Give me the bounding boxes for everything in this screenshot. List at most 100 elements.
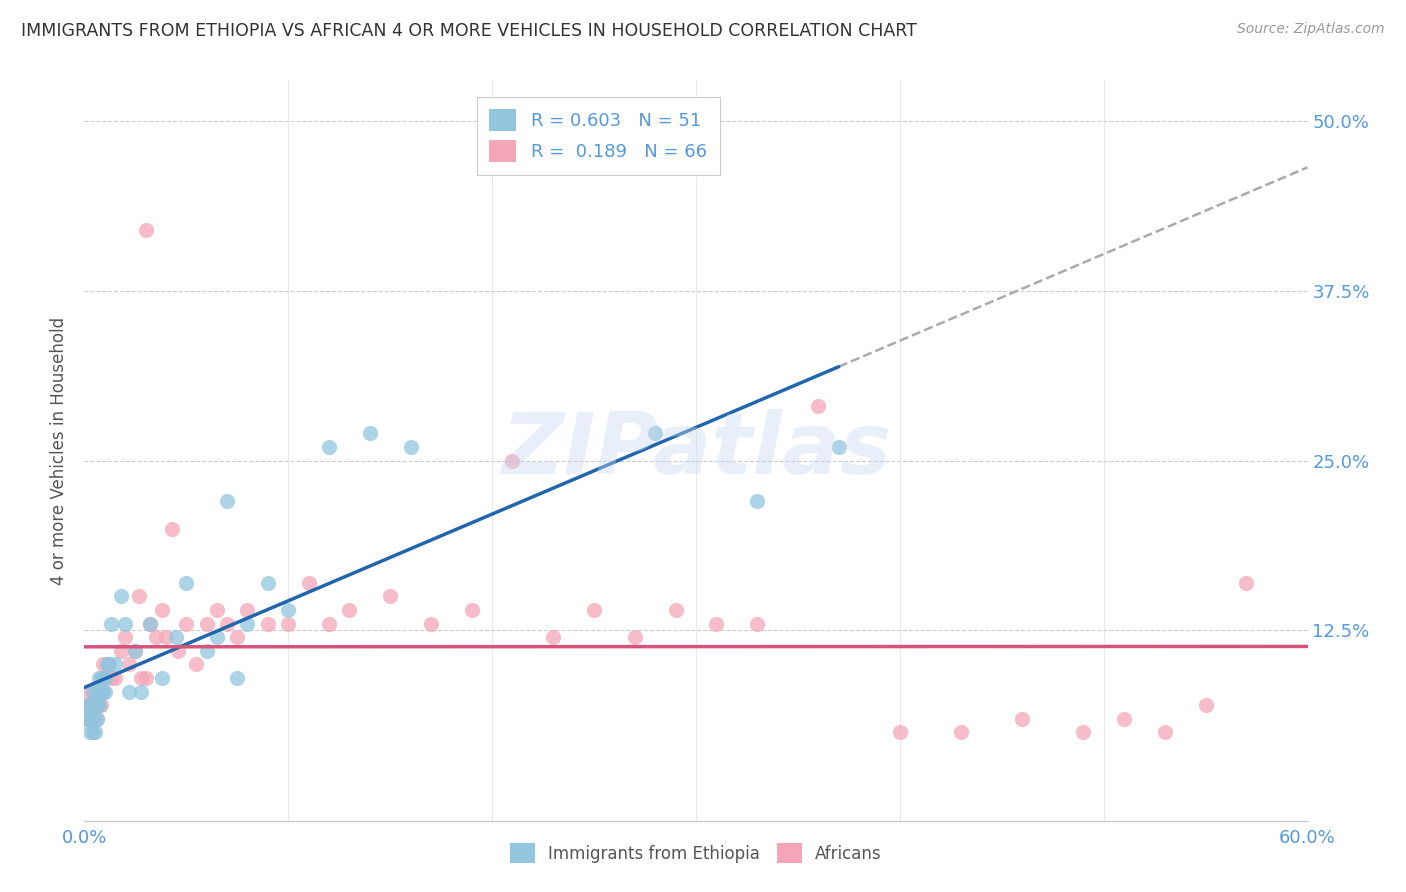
Point bbox=[91, 671, 114, 685]
Point bbox=[665, 603, 688, 617]
Point bbox=[90, 671, 112, 685]
Point bbox=[90, 684, 112, 698]
Point bbox=[83, 698, 105, 713]
Point bbox=[131, 684, 153, 698]
Point bbox=[83, 725, 105, 739]
Point bbox=[87, 671, 110, 685]
Point bbox=[138, 616, 160, 631]
Point bbox=[87, 698, 110, 713]
Point bbox=[114, 616, 136, 631]
Point bbox=[461, 603, 484, 617]
Point bbox=[118, 684, 141, 698]
Point bbox=[118, 657, 141, 672]
Point bbox=[86, 712, 108, 726]
Point bbox=[165, 630, 187, 644]
Text: ZIPatlas: ZIPatlas bbox=[501, 409, 891, 492]
Point bbox=[82, 698, 104, 713]
Point bbox=[399, 440, 422, 454]
Point bbox=[747, 494, 769, 508]
Point bbox=[110, 644, 132, 658]
Point bbox=[1114, 712, 1136, 726]
Point bbox=[77, 712, 100, 726]
Point bbox=[87, 684, 110, 698]
Point bbox=[150, 603, 173, 617]
Point bbox=[77, 698, 100, 713]
Point bbox=[155, 630, 177, 644]
Point bbox=[90, 684, 112, 698]
Point bbox=[100, 671, 122, 685]
Point bbox=[138, 616, 160, 631]
Point bbox=[644, 426, 666, 441]
Point bbox=[174, 616, 197, 631]
Point bbox=[1195, 698, 1218, 713]
Point bbox=[83, 712, 105, 726]
Point bbox=[195, 644, 218, 658]
Point bbox=[96, 657, 118, 672]
Point bbox=[82, 725, 104, 739]
Point bbox=[90, 698, 112, 713]
Point bbox=[174, 575, 197, 590]
Point bbox=[124, 644, 146, 658]
Point bbox=[79, 712, 101, 726]
Point bbox=[124, 644, 146, 658]
Point bbox=[1011, 712, 1033, 726]
Point bbox=[87, 684, 110, 698]
Point bbox=[79, 725, 101, 739]
Point bbox=[87, 698, 110, 713]
Point bbox=[359, 426, 381, 441]
Point bbox=[100, 616, 122, 631]
Point bbox=[79, 698, 101, 713]
Point bbox=[128, 590, 150, 604]
Point bbox=[83, 712, 105, 726]
Point bbox=[93, 671, 115, 685]
Point bbox=[277, 603, 299, 617]
Point bbox=[93, 684, 115, 698]
Point bbox=[86, 698, 108, 713]
Point bbox=[79, 698, 101, 713]
Point bbox=[380, 590, 402, 604]
Point bbox=[277, 616, 299, 631]
Point bbox=[747, 616, 769, 631]
Point bbox=[82, 684, 104, 698]
Point bbox=[706, 616, 728, 631]
Point bbox=[167, 644, 190, 658]
Point bbox=[86, 712, 108, 726]
Point bbox=[79, 684, 101, 698]
Text: IMMIGRANTS FROM ETHIOPIA VS AFRICAN 4 OR MORE VEHICLES IN HOUSEHOLD CORRELATION : IMMIGRANTS FROM ETHIOPIA VS AFRICAN 4 OR… bbox=[21, 22, 917, 40]
Point bbox=[1073, 725, 1095, 739]
Point bbox=[205, 603, 228, 617]
Point bbox=[97, 657, 120, 672]
Text: Source: ZipAtlas.com: Source: ZipAtlas.com bbox=[1237, 22, 1385, 37]
Point bbox=[77, 712, 100, 726]
Point bbox=[75, 712, 97, 726]
Point bbox=[624, 630, 647, 644]
Point bbox=[257, 575, 280, 590]
Legend: Immigrants from Ethiopia, Africans: Immigrants from Ethiopia, Africans bbox=[502, 835, 890, 871]
Point bbox=[543, 630, 565, 644]
Point bbox=[186, 657, 208, 672]
Y-axis label: 4 or more Vehicles in Household: 4 or more Vehicles in Household bbox=[51, 317, 69, 584]
Point bbox=[83, 698, 105, 713]
Point bbox=[104, 671, 127, 685]
Point bbox=[91, 684, 114, 698]
Point bbox=[82, 712, 104, 726]
Point bbox=[217, 616, 239, 631]
Point bbox=[298, 575, 321, 590]
Point bbox=[131, 671, 153, 685]
Point bbox=[145, 630, 167, 644]
Point bbox=[86, 698, 108, 713]
Point bbox=[236, 603, 259, 617]
Point bbox=[77, 698, 100, 713]
Point bbox=[1154, 725, 1177, 739]
Point bbox=[82, 684, 104, 698]
Point bbox=[1236, 575, 1258, 590]
Point bbox=[226, 630, 249, 644]
Point bbox=[160, 522, 183, 536]
Point bbox=[236, 616, 259, 631]
Point bbox=[828, 440, 851, 454]
Point bbox=[950, 725, 973, 739]
Point bbox=[110, 590, 132, 604]
Point bbox=[318, 440, 340, 454]
Point bbox=[420, 616, 443, 631]
Point bbox=[217, 494, 239, 508]
